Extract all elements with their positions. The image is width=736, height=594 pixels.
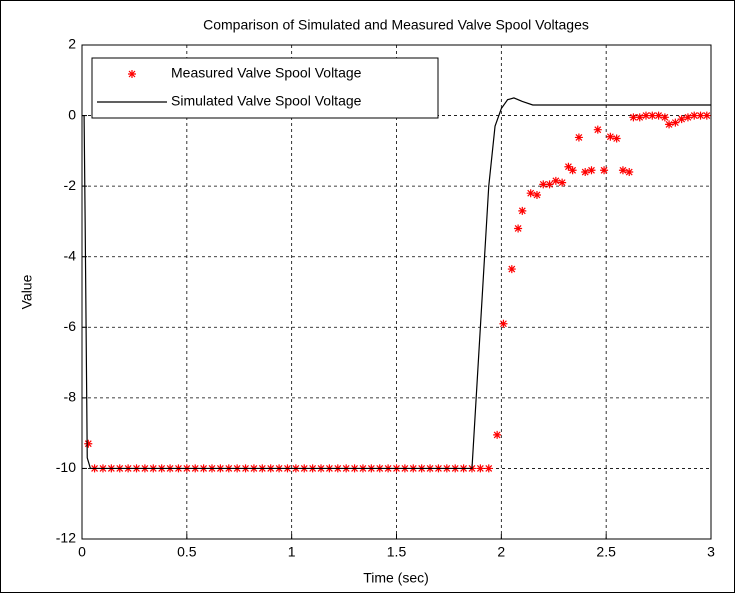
data-point (484, 464, 493, 473)
data-point (551, 176, 560, 185)
data-point (625, 168, 634, 177)
data-point (702, 111, 711, 120)
data-point (568, 166, 577, 175)
data-point (696, 111, 705, 120)
data-point (532, 190, 541, 199)
data-point (648, 111, 657, 120)
x-tick-label: 1.5 (387, 544, 407, 560)
chart-title: Comparison of Simulated and Measured Val… (203, 17, 589, 33)
data-point (499, 319, 508, 328)
x-tick-label: 0 (78, 544, 86, 560)
data-point (600, 166, 609, 175)
x-axis-label: Time (sec) (363, 570, 429, 586)
data-point (558, 178, 567, 187)
data-point (493, 430, 502, 439)
y-tick-label: -10 (56, 459, 76, 475)
data-point (665, 120, 674, 129)
axes-box (81, 44, 712, 540)
data-point (587, 166, 596, 175)
data-point (629, 113, 638, 122)
data-point (581, 168, 590, 177)
x-tick-label: 3 (707, 544, 715, 560)
legend-label: Simulated Valve Spool Voltage (171, 93, 362, 109)
data-point (654, 111, 663, 120)
data-point (574, 133, 583, 142)
x-tick-label: 0.5 (177, 544, 197, 560)
legend-label: Measured Valve Spool Voltage (171, 65, 362, 81)
data-point (84, 439, 93, 448)
data-point (545, 180, 554, 189)
data-point (690, 111, 699, 120)
data-point (593, 125, 602, 134)
data-point (606, 132, 615, 141)
legend-box (91, 57, 439, 119)
data-point (635, 113, 644, 122)
y-tick-label: 0 (68, 106, 76, 122)
data-point (642, 111, 651, 120)
data-point (539, 180, 548, 189)
data-point (671, 118, 680, 127)
y-tick-label: -4 (64, 247, 77, 263)
data-point (507, 265, 516, 274)
data-point (660, 113, 669, 122)
data-point (677, 115, 686, 124)
y-tick-label: 2 (68, 36, 76, 52)
y-tick-label: -12 (56, 530, 76, 546)
data-point (476, 464, 485, 473)
data-point (518, 206, 527, 215)
y-tick-label: -2 (64, 177, 77, 193)
data-point (526, 189, 535, 198)
x-tick-label: 2 (497, 544, 505, 560)
y-tick-label: -6 (64, 318, 77, 334)
x-tick-label: 1 (288, 544, 296, 560)
y-axis-label: Value (19, 274, 35, 309)
data-point (683, 113, 692, 122)
x-tick-label: 2.5 (596, 544, 616, 560)
legend-marker (128, 70, 136, 78)
y-tick-label: -8 (64, 389, 77, 405)
data-point (564, 162, 573, 171)
data-point (618, 166, 627, 175)
data-point (612, 134, 621, 143)
data-line (82, 97, 711, 470)
data-point (514, 224, 523, 233)
